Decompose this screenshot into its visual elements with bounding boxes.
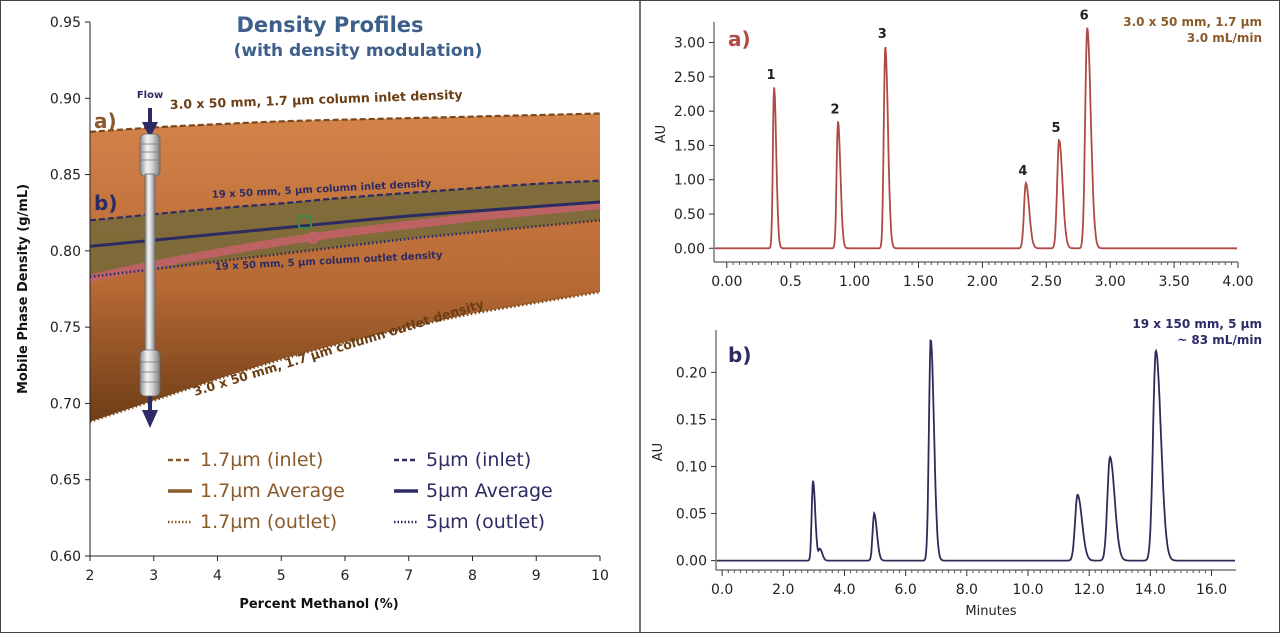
y-tick-label: 0.80 (50, 244, 81, 260)
peak-label: 4 (1018, 164, 1027, 179)
trace-b (717, 339, 1235, 562)
x-tick-label: 7 (404, 568, 413, 584)
x-tick-label: 10.0 (1012, 582, 1043, 598)
x-tick-label: 2.0 (772, 582, 794, 598)
legend-label: 1.7µm (inlet) (200, 449, 323, 471)
x-axis-title: Percent Methanol (%) (239, 597, 398, 612)
y-tick-label: 1.50 (674, 138, 705, 154)
marker-1p7um-average (307, 231, 320, 244)
legend-label: 5µm Average (426, 480, 553, 502)
y-tick-label: 2.50 (674, 70, 705, 86)
x-tick-label: 3.00 (1095, 274, 1126, 290)
x-tick-label: 1.50 (903, 274, 934, 290)
legend-label: 1.7µm (outlet) (200, 511, 337, 533)
y-tick-label: 0.05 (676, 507, 707, 523)
y-tick-label: 0.00 (676, 554, 707, 570)
label-a-left: a) (94, 109, 117, 133)
y-tick-label: 0.50 (674, 207, 705, 223)
annotation-inlet-1p7um: 3.0 x 50 mm, 1.7 µm column inlet density (170, 87, 463, 112)
series-5-m-average (89, 200, 601, 248)
x-tick-label: 2.00 (967, 274, 998, 290)
chromatogram-b: 0.00 0.05 0.10 0.15 0.20 0.0 2.0 4.0 6.0 8.0 10.0… (651, 317, 1262, 619)
y-tick-label: 0.90 (50, 91, 81, 107)
chart-subtitle: (with density modulation) (234, 41, 483, 61)
x-tick-label: 9 (532, 568, 541, 584)
peak-label: 3 (878, 27, 887, 42)
x-tick-label: 8.0 (956, 582, 978, 598)
y-axis-title: Mobile Phase Density (g/mL) (16, 184, 31, 394)
series-5-m-inlet- (89, 179, 601, 222)
y-tick-label: 0.00 (674, 241, 705, 257)
trace-a (715, 27, 1237, 250)
y-tick-label: 2.00 (674, 104, 705, 120)
x-tick-label: 0.5 (780, 274, 802, 290)
x-tick-label: 10 (591, 568, 609, 584)
y-tick-label: 0.15 (676, 412, 707, 428)
label-b-right: b) (728, 343, 751, 367)
x-tick-label: 0.0 (711, 582, 733, 598)
chrom-b-column: 19 x 150 mm, 5 µm (1132, 317, 1262, 331)
peak-label: 1 (767, 68, 776, 83)
x-tick-label: 5 (277, 568, 286, 584)
x-tick-label: 0.00 (711, 274, 742, 290)
y-tick-label: 0.85 (50, 168, 81, 184)
label-b-left: b) (94, 191, 117, 215)
y-tick-label: 0.65 (50, 473, 81, 489)
x-tick-label: 2.50 (1031, 274, 1062, 290)
chrom-a-ylabel: AU (654, 125, 669, 143)
x-tick-label: 2 (86, 568, 95, 584)
x-tick-label: 6 (341, 568, 350, 584)
x-tick-label: 12.0 (1074, 582, 1105, 598)
y-tick-label: 0.60 (50, 549, 81, 565)
chrom-b-flow: ~ 83 mL/min (1177, 333, 1262, 347)
peak-label: 2 (830, 102, 839, 117)
x-tick-label: 14.0 (1135, 582, 1166, 598)
x-tick-label: 3 (149, 568, 158, 584)
y-tick-label: 0.75 (50, 320, 81, 336)
y-tick-label: 0.10 (676, 459, 707, 475)
chrom-a-column: 3.0 x 50 mm, 1.7 µm (1123, 15, 1262, 29)
series-1-7-m-outlet- (89, 290, 601, 423)
column-illustration (139, 108, 161, 428)
chrom-a-flow: 3.0 mL/min (1187, 31, 1262, 45)
legend-label: 1.7µm Average (200, 480, 345, 502)
density-axes: 0.60 0.65 0.70 0.75 0.80 0.85 0.90 0.95 2 3 4 5 6 7 8… (50, 15, 609, 584)
y-tick-label: 0.70 (50, 396, 81, 412)
y-tick-label: 0.95 (50, 15, 81, 31)
chrom-b-axes: 0.00 0.05 0.10 0.15 0.20 0.0 2.0 4.0 6.0 8.0 10.0… (676, 330, 1236, 598)
x-tick-label: 3.50 (1159, 274, 1190, 290)
peak-label: 6 (1080, 8, 1089, 23)
y-tick-label: 0.20 (676, 365, 707, 381)
legend-label: 5µm (inlet) (426, 449, 531, 471)
legend: 1.7µm (inlet) 5µm (inlet) 1.7µm Average 5µm… (168, 449, 553, 533)
marker-5um-average (298, 215, 312, 229)
density-chart: Flow a) b) 3.0 x 50 mm, 1.7 µm column in… (16, 13, 609, 612)
peak-label: 5 (1052, 121, 1061, 136)
chromatogram-a: 1 2 3 4 5 6 0.00 0.50 1.00 1.50 2.00 2.50 3.00 0.00… (654, 8, 1262, 290)
x-tick-label: 4.00 (1222, 274, 1253, 290)
x-tick-label: 16.0 (1196, 582, 1227, 598)
y-tick-label: 3.00 (674, 36, 705, 52)
chrom-b-xlabel: Minutes (965, 604, 1016, 619)
x-tick-label: 4.0 (833, 582, 855, 598)
chrom-a-axes: 0.00 0.50 1.00 1.50 2.00 2.50 3.00 0.00 0.5 1.00… (674, 22, 1254, 290)
chrom-b-ylabel: AU (651, 443, 666, 461)
legend-label: 5µm (outlet) (426, 511, 545, 533)
x-tick-label: 1.00 (839, 274, 870, 290)
chart-title: Density Profiles (236, 13, 423, 37)
flow-label: Flow (137, 90, 163, 101)
x-tick-label: 8 (468, 568, 477, 584)
x-tick-label: 4 (213, 568, 222, 584)
y-tick-label: 1.00 (674, 173, 705, 189)
label-a-right: a) (728, 27, 751, 51)
x-tick-label: 6.0 (895, 582, 917, 598)
